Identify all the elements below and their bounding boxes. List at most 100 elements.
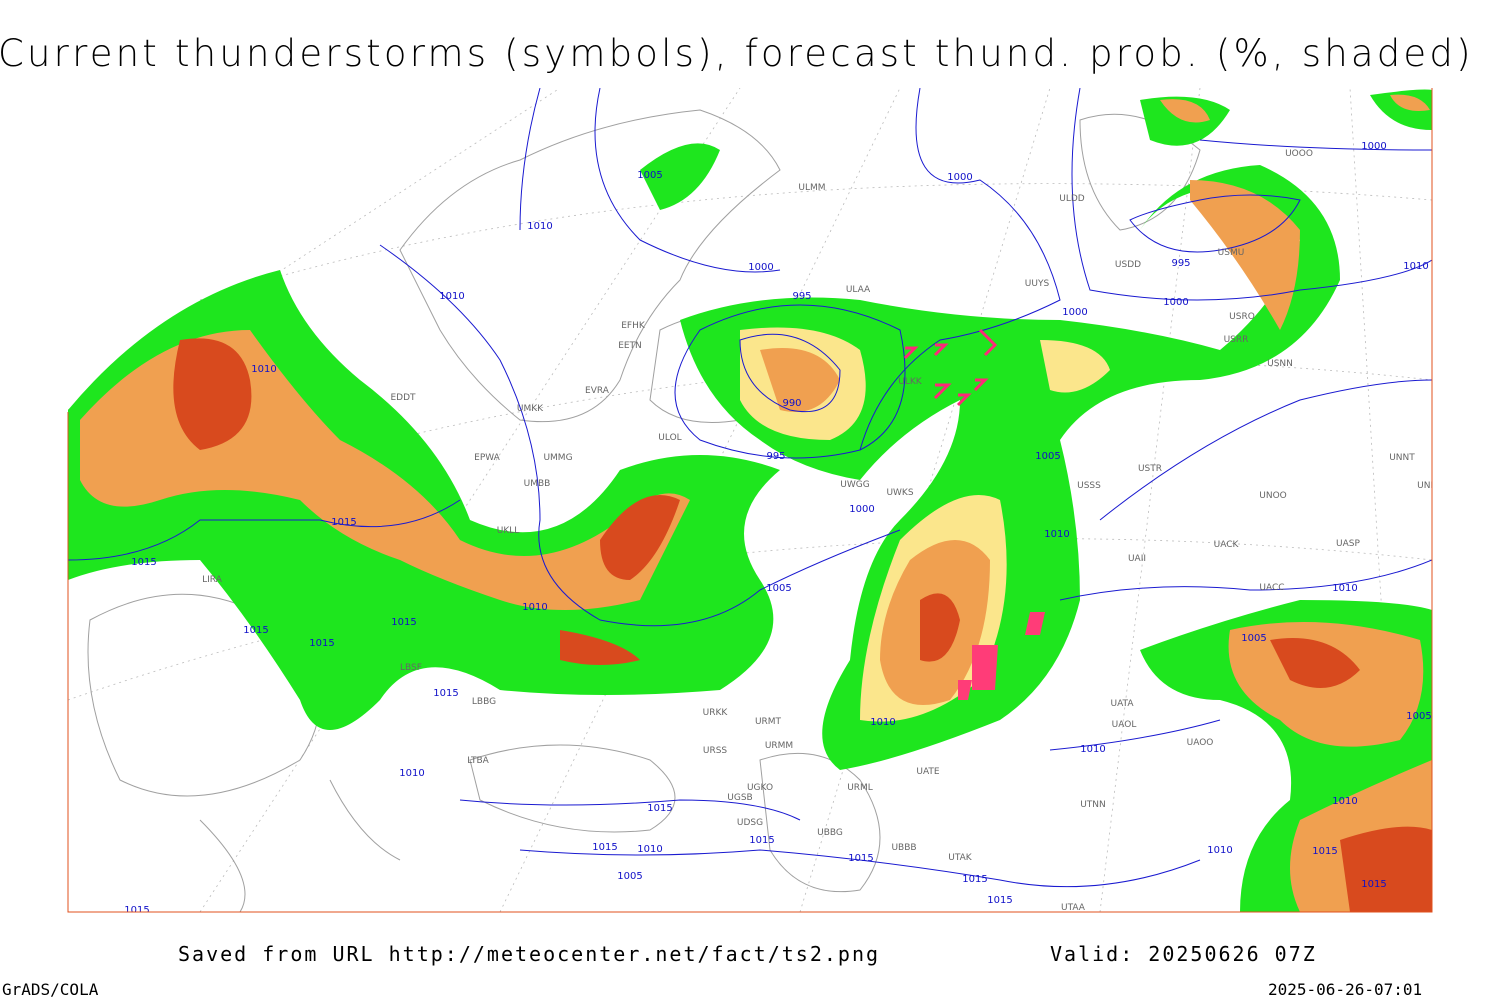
isobar-label: 1000 bbox=[1062, 307, 1087, 318]
isobar-label: 1010 bbox=[399, 768, 424, 779]
station-label: UMMG bbox=[543, 453, 572, 463]
isobar-label: 1000 bbox=[1163, 297, 1188, 308]
probability-shading bbox=[68, 89, 1432, 912]
isobar-label: 1010 bbox=[870, 717, 895, 728]
station-label: UMKK bbox=[517, 404, 544, 414]
station-label: UOOO bbox=[1285, 149, 1313, 159]
isobar-label: 1015 bbox=[243, 625, 268, 636]
station-label: UNNT bbox=[1389, 453, 1415, 463]
isobar-label: 1010 bbox=[1332, 796, 1357, 807]
isobar-label: 1010 bbox=[527, 221, 552, 232]
station-label: ULOL bbox=[658, 433, 681, 443]
station-label: EPWA bbox=[474, 453, 501, 463]
station-label: UASP bbox=[1336, 539, 1360, 549]
station-label: URSS bbox=[703, 746, 728, 756]
station-label: USDD bbox=[1115, 260, 1141, 270]
isobar-label: 1005 bbox=[617, 871, 642, 882]
station-label: UAOO bbox=[1187, 738, 1214, 748]
isobar-label: 990 bbox=[782, 398, 801, 409]
station-label: UMBB bbox=[524, 479, 551, 489]
station-label: UTAK bbox=[948, 853, 973, 863]
station-label: EVRA bbox=[585, 386, 610, 396]
isobar-label: 1010 bbox=[637, 844, 662, 855]
station-label: UUYS bbox=[1025, 279, 1050, 289]
isobar-label: 1015 bbox=[987, 895, 1012, 906]
map-panel: 1005 1010 1000 1010 995 1010 990 995 1000 1000 100… bbox=[67, 88, 1443, 916]
isobar-label: 1015 bbox=[124, 905, 149, 916]
isobar-label: 995 bbox=[792, 291, 811, 302]
thunderstorm-cluster bbox=[958, 612, 1045, 700]
isobar-label: 995 bbox=[1171, 258, 1190, 269]
isobars bbox=[68, 88, 1432, 888]
isobar-label: 1000 bbox=[1361, 141, 1386, 152]
station-label: URKK bbox=[703, 708, 729, 718]
station-label: UWKS bbox=[886, 488, 913, 498]
isobar-label: 1015 bbox=[309, 638, 334, 649]
station-label: USTR bbox=[1138, 464, 1162, 474]
isobar-label: 1005 bbox=[1406, 711, 1431, 722]
isobar-label: 1010 bbox=[1332, 583, 1357, 594]
station-label: EETN bbox=[618, 341, 642, 351]
station-label: LBSF bbox=[400, 663, 422, 673]
station-label: UGKO bbox=[747, 783, 773, 793]
isobar-label: 1005 bbox=[766, 583, 791, 594]
isobar-label: 1015 bbox=[962, 874, 987, 885]
station-label: USSS bbox=[1077, 481, 1101, 491]
station-label: ULKK bbox=[898, 377, 923, 387]
station-label: UACC bbox=[1259, 583, 1284, 593]
isobar-label: 1015 bbox=[433, 688, 458, 699]
station-label: USRR bbox=[1224, 335, 1249, 345]
station-label: UWGG bbox=[840, 480, 869, 490]
source-url: Saved from URL http://meteocenter.net/fa… bbox=[178, 942, 880, 966]
station-label: ULAA bbox=[846, 285, 871, 295]
isobar-label: 1000 bbox=[748, 262, 773, 273]
valid-time: Valid: 20250626 07Z bbox=[1050, 942, 1317, 966]
isobar-label: 1010 bbox=[1207, 845, 1232, 856]
isobar-label: 1010 bbox=[522, 602, 547, 613]
isobar-label: 1010 bbox=[1080, 744, 1105, 755]
isobar-label: 1015 bbox=[592, 842, 617, 853]
station-label: EFHK bbox=[621, 321, 646, 331]
station-label: LIRA bbox=[202, 575, 223, 585]
station-label: UNOO bbox=[1259, 491, 1287, 501]
isobar-label: 1015 bbox=[131, 557, 156, 568]
isobar-label: 1015 bbox=[848, 853, 873, 864]
isobar-label: 1010 bbox=[251, 364, 276, 375]
isobar-label: 1015 bbox=[1312, 846, 1337, 857]
isobar-label: 1000 bbox=[947, 172, 972, 183]
station-label: UBBB bbox=[891, 843, 916, 853]
station-label: ULMM bbox=[798, 183, 825, 193]
isobar-label: 1015 bbox=[331, 517, 356, 528]
timestamp: 2025-06-26-07:01 bbox=[1268, 980, 1422, 999]
map-labels: 1005 1010 1000 1010 995 1010 990 995 1000 1000 100… bbox=[124, 141, 1443, 916]
isobar-label: 995 bbox=[766, 451, 785, 462]
isobar-label: 1000 bbox=[849, 504, 874, 515]
station-label: URMT bbox=[755, 717, 782, 727]
station-label: UATE bbox=[916, 767, 940, 777]
station-label: URML bbox=[847, 783, 873, 793]
isobar-label: 1015 bbox=[749, 835, 774, 846]
station-label: UDSG bbox=[737, 818, 763, 828]
map-frame bbox=[67, 88, 1433, 913]
station-label: UACK bbox=[1214, 540, 1240, 550]
thunderstorm-symbols bbox=[903, 328, 1045, 700]
station-label: UNBB bbox=[1417, 481, 1443, 491]
map-title: Current thunderstorms (symbols), forecas… bbox=[0, 32, 1474, 75]
station-label: URMM bbox=[765, 741, 793, 751]
station-label: EDDT bbox=[390, 393, 416, 403]
isobar-label: 1015 bbox=[391, 617, 416, 628]
station-label: USRO bbox=[1229, 312, 1255, 322]
isobar-label: 1005 bbox=[637, 170, 662, 181]
station-label: UAII bbox=[1128, 554, 1146, 564]
station-label: UBBG bbox=[817, 828, 843, 838]
isobar-label: 1005 bbox=[1241, 633, 1266, 644]
station-label: UATA bbox=[1110, 699, 1134, 709]
isobar-label: 1010 bbox=[439, 291, 464, 302]
station-label: USMU bbox=[1218, 248, 1245, 258]
station-label: UKLL bbox=[497, 526, 520, 536]
station-label: USNN bbox=[1267, 359, 1293, 369]
isobar-label: 1010 bbox=[1044, 529, 1069, 540]
station-label: LBBG bbox=[472, 697, 496, 707]
